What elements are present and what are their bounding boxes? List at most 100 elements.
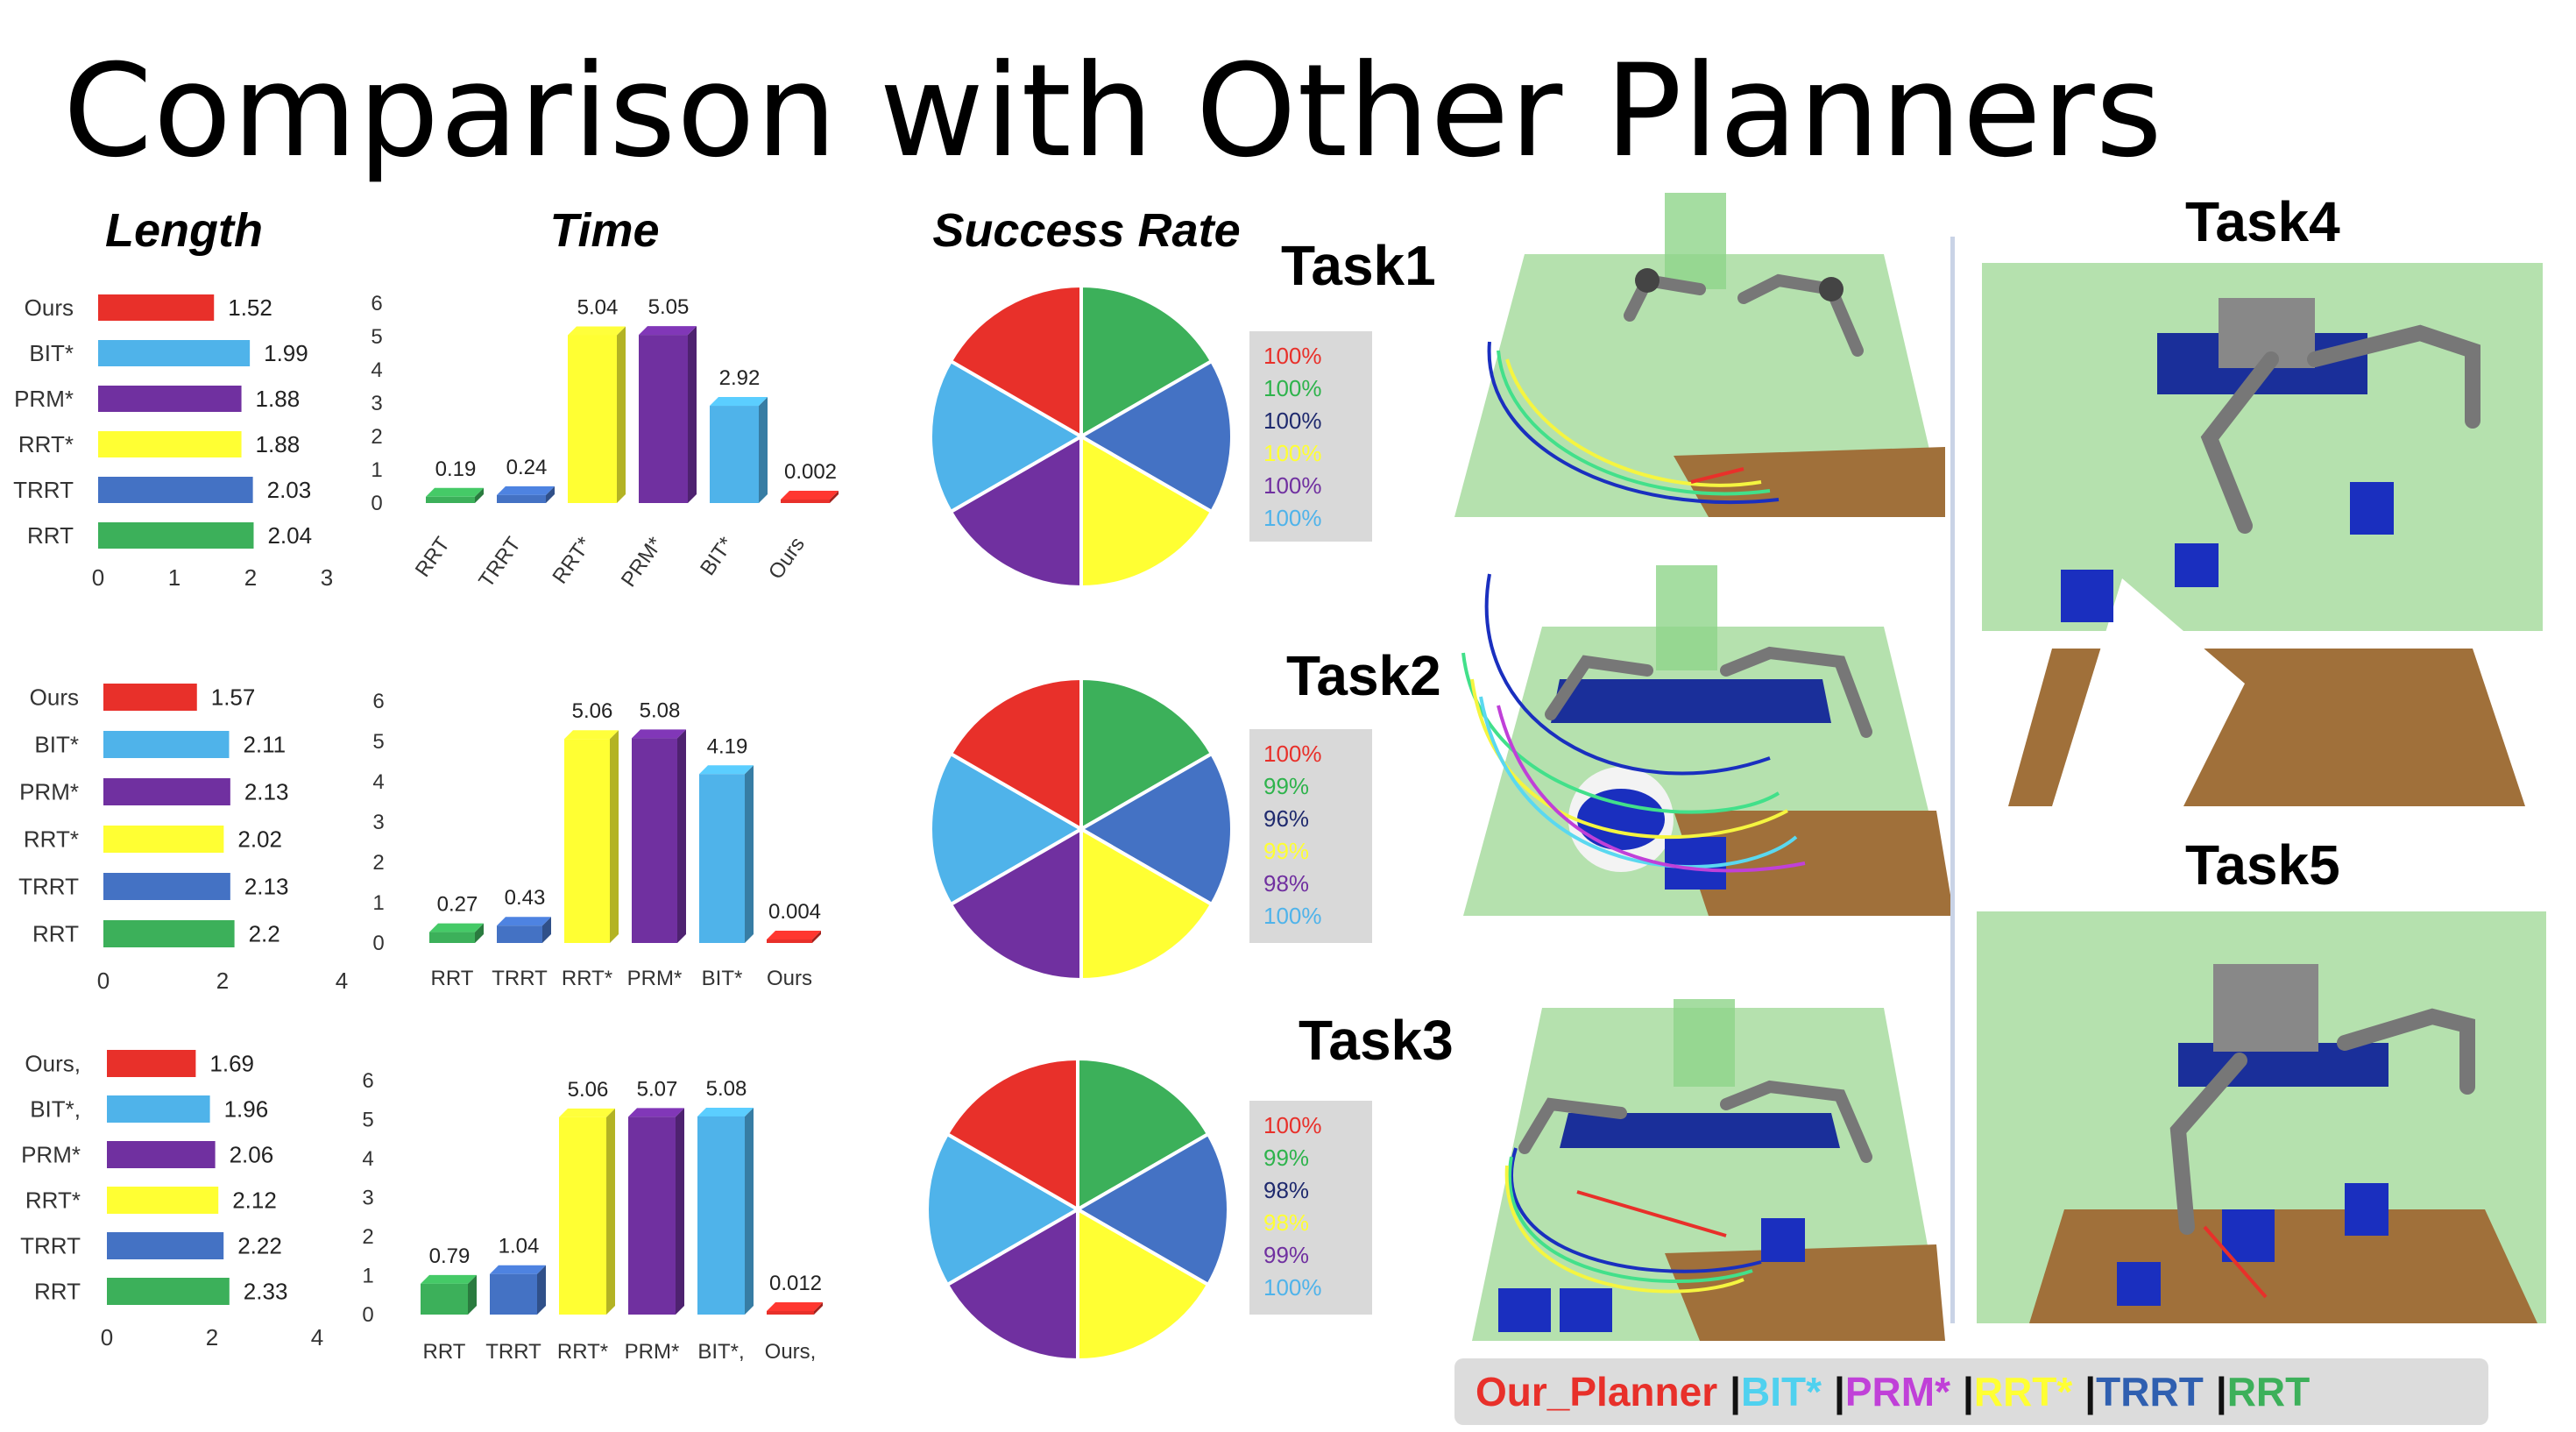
time-bar-top [568,326,626,336]
time-bar [632,738,677,943]
length-bar [103,731,230,758]
length-value-label: 2.03 [267,477,312,503]
planner-legend-item: BIT* [1740,1369,1822,1414]
planner-legend-item: PRM* [1844,1369,1950,1414]
time-bar-side [475,923,484,943]
length-value-label: 2.06 [230,1142,274,1168]
time-bar-top [559,1108,615,1117]
time-bar [559,1117,606,1315]
time-category-label: BIT* [696,533,739,580]
time-category-label: BIT*, [697,1340,744,1364]
pie-slice [948,283,1083,440]
planner-legend: Our_Planner | BIT* | PRM* | RRT* | TRRT | RRT [1454,1358,2488,1425]
time-bar [781,500,830,503]
length-bar [103,684,197,711]
length-value-label: 2.12 [232,1187,277,1214]
time-bar [699,774,745,943]
time-bar [767,939,812,943]
time-y-tick-label: 4 [362,1147,373,1171]
length-value-label: 1.88 [256,386,301,412]
length-category-label: Ours, [25,1051,81,1077]
success-rate-value: 100% [1263,375,1322,401]
success-rate-value: 100% [1263,505,1322,531]
time-bar-side [830,491,839,503]
time-bar [421,1283,468,1315]
success-rate-value: 98% [1263,870,1310,897]
task5-scene-image [1977,911,2546,1323]
success-column-header: Success Rate [932,204,1241,257]
task5-label: Task5 [2185,833,2340,897]
pie-slice [1076,1056,1211,1213]
length-bar [98,477,253,503]
length-value-label: 1.69 [209,1051,254,1077]
time-bar [490,1273,537,1315]
legend-separator: | [1730,1369,1741,1414]
time-category-label: PRM* [627,967,683,990]
length-value-label: 2.22 [237,1233,282,1259]
time-value-label: 4.19 [707,734,748,758]
time-y-tick-label: 2 [372,851,384,875]
time-value-label: 5.07 [637,1077,678,1101]
pie-slice [945,1206,1079,1363]
time-y-tick-label: 6 [362,1069,373,1093]
time-value-label: 0.79 [429,1244,471,1268]
pie-slice [1077,751,1234,907]
legend-separator: | [2215,1369,2227,1414]
length-value-label: 2.11 [243,732,286,758]
time-y-tick-label: 0 [371,492,382,515]
time-bar-top [639,326,697,336]
task2-success-rates: 100% 99% 96% 99% 98% 100% [1249,729,1372,943]
time-bar [767,1311,814,1315]
length-bar [103,873,230,900]
task2-scene-image [1461,565,1954,916]
time-bar-top [564,730,619,740]
length-value-label: 2.33 [244,1279,288,1305]
time-category-label: RRT [411,533,455,582]
length-x-tick-label: 0 [92,564,104,591]
time-bar-top [628,1108,684,1117]
time-y-tick-label: 6 [371,292,382,315]
time-value-label: 0.012 [769,1272,822,1295]
length-x-tick-label: 0 [97,968,110,994]
length-value-label: 2.13 [244,874,289,900]
length-value-label: 1.57 [211,684,256,711]
length-x-tick-label: 2 [216,968,229,994]
legend-separator: | [2084,1369,2097,1414]
time-bar-side [610,730,619,943]
length-value-label: 2.2 [249,921,280,947]
time-bar-side [745,1107,754,1315]
time-bar [639,335,688,503]
time-category-label: RRT [431,967,474,990]
length-column-header: Length [105,204,263,257]
time-bar-side [676,1108,684,1315]
time-bar [697,1116,745,1315]
time-bar [497,494,546,503]
time-bar-top [490,1265,546,1274]
time-bar [568,335,617,503]
time-y-tick-label: 2 [362,1225,373,1249]
pie-slice [1073,1131,1230,1287]
time-bar-side [745,765,754,943]
pie-slice [1079,283,1214,440]
length-bar [107,1187,219,1214]
length-x-tick-label: 3 [321,564,333,591]
legend-separator: | [1833,1369,1845,1414]
length-bar [107,1050,196,1077]
time-y-tick-label: 5 [371,325,382,349]
time-y-tick-label: 4 [371,358,382,382]
length-x-tick-label: 0 [101,1324,113,1350]
pie-slice [948,826,1083,982]
time-bar-top [767,931,821,939]
success-rate-value: 100% [1263,903,1322,929]
time-bar-top [781,491,839,500]
pie-slice [948,676,1083,833]
length-value-label: 1.88 [256,431,301,457]
time-value-label: 5.05 [648,295,690,319]
pie-slice [1079,676,1214,833]
success-rate-value: 100% [1263,408,1322,434]
length-bar [98,522,254,549]
time-y-tick-label: 6 [372,690,384,713]
time-bar-top [699,765,754,775]
time-y-tick-label: 1 [371,458,382,482]
task4-label: Task4 [2185,190,2340,253]
